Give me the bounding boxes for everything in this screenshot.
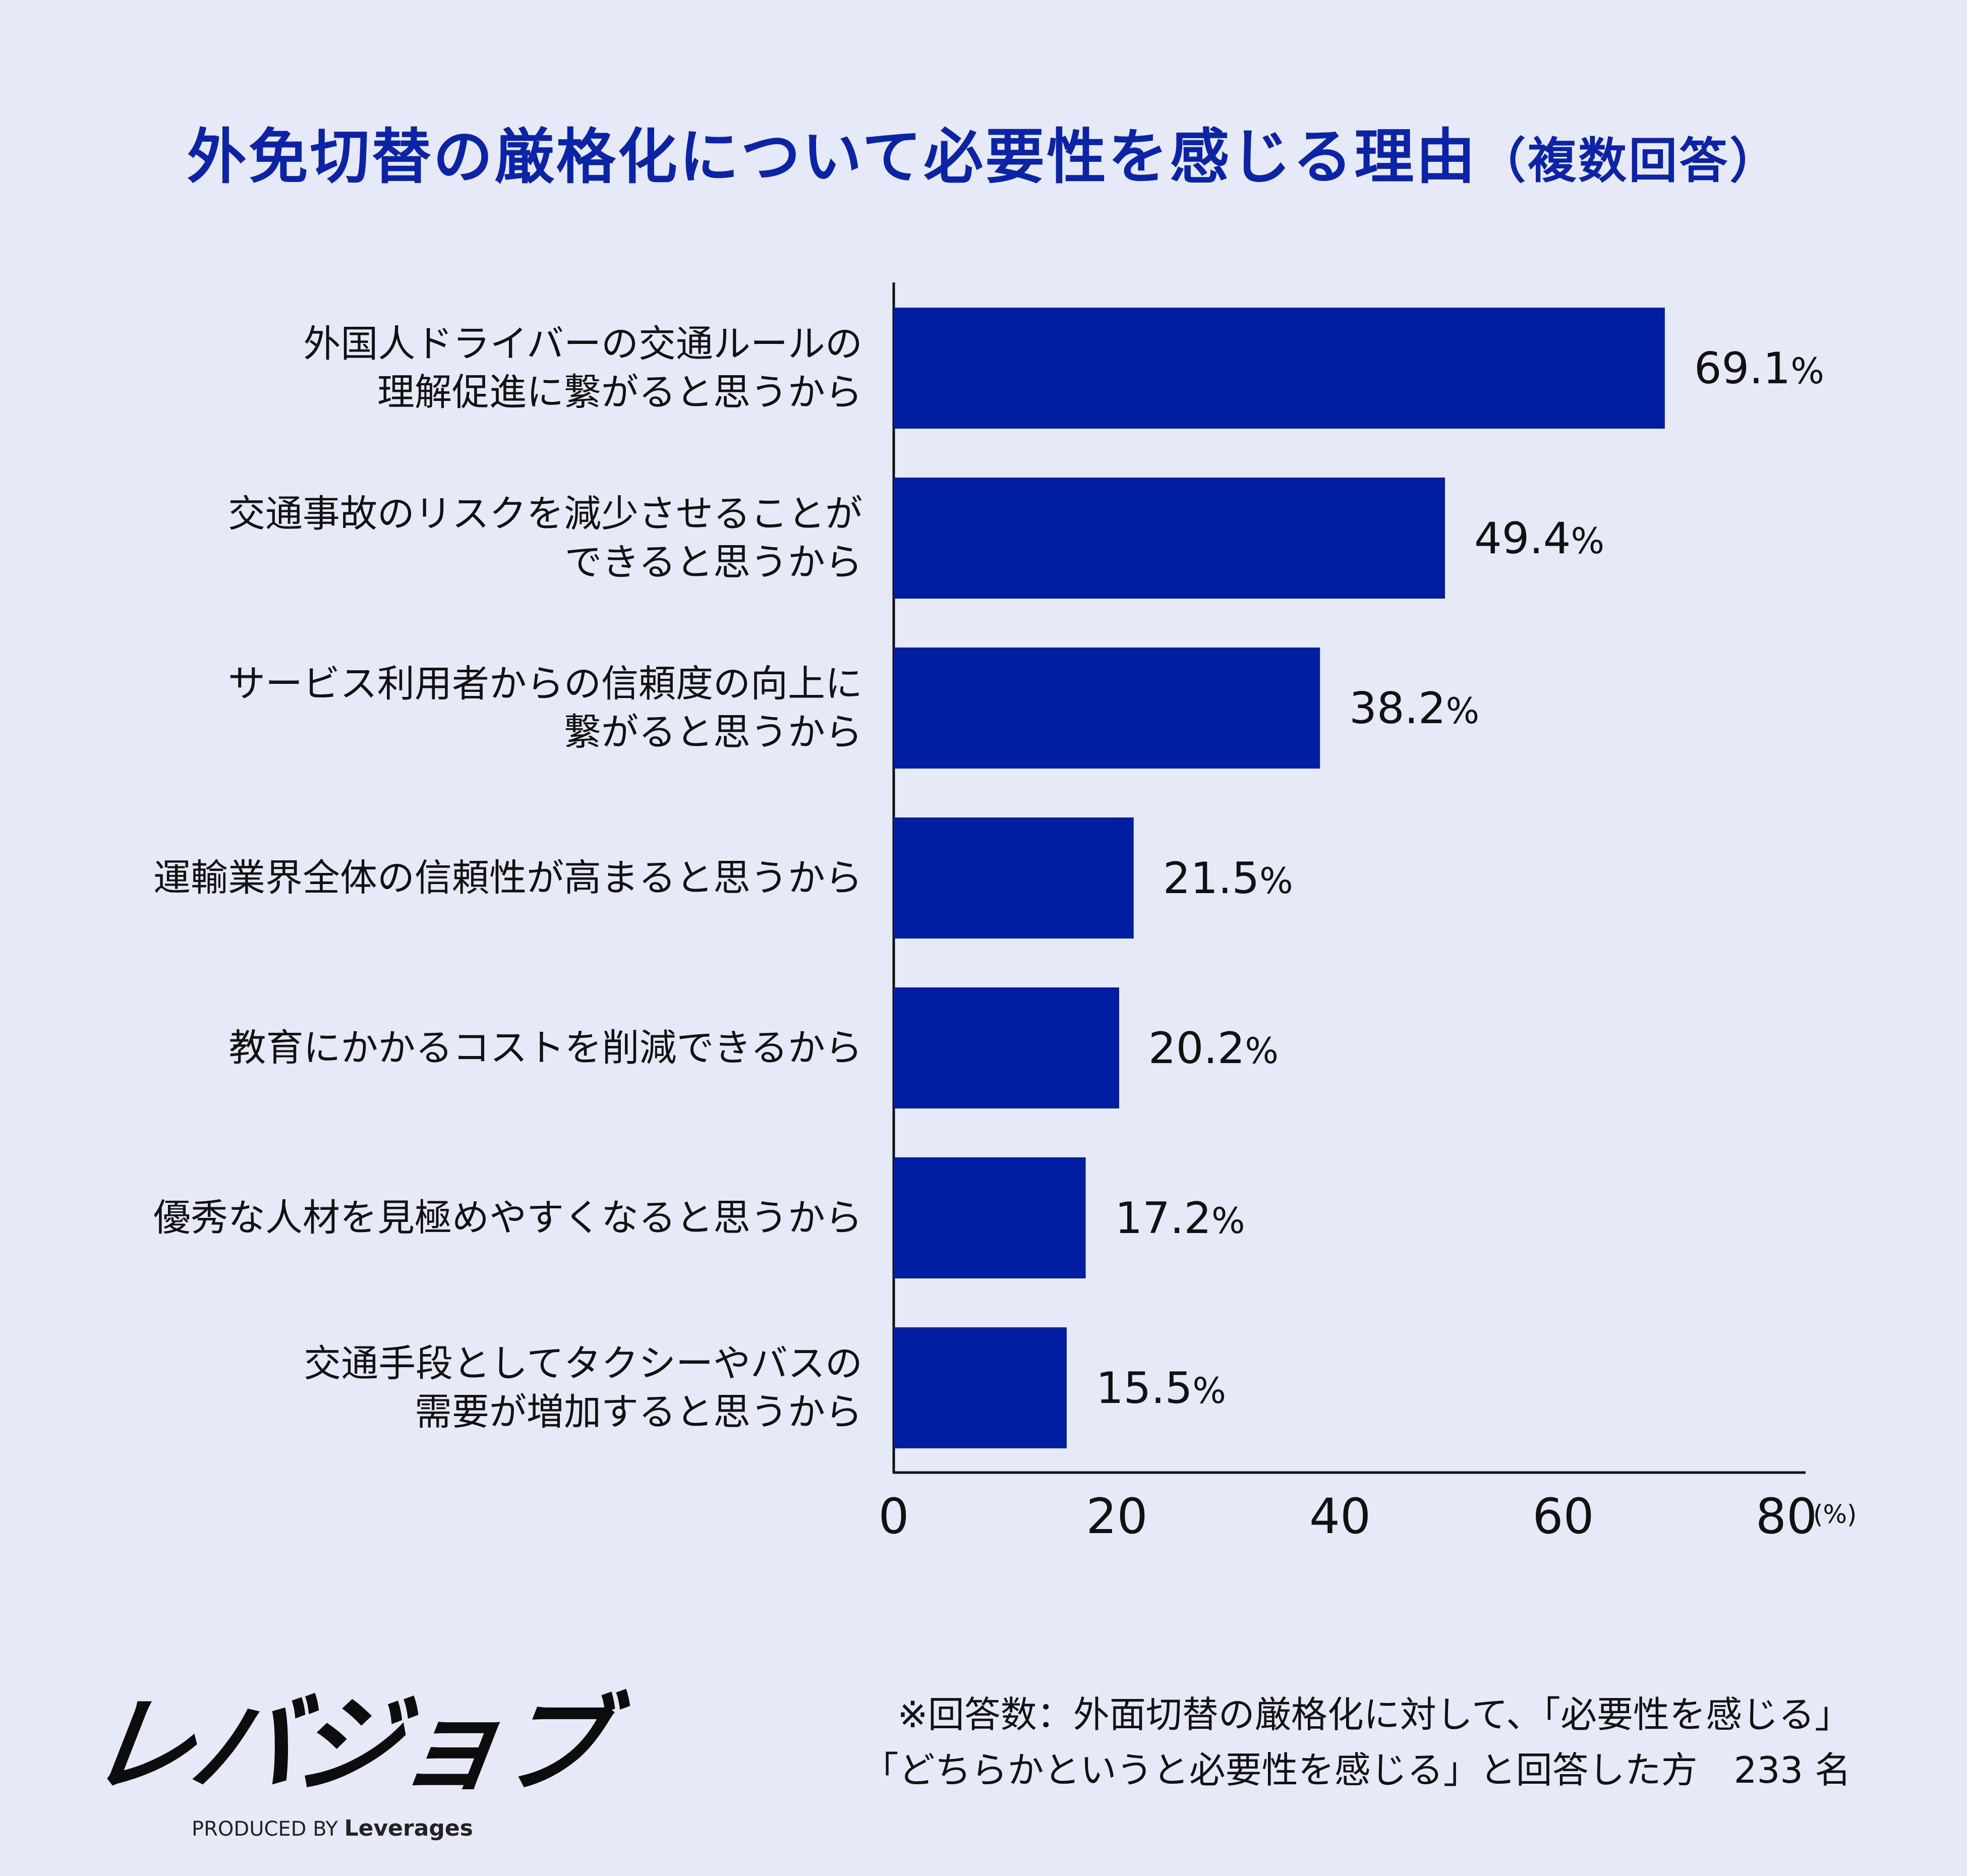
category-label: サービス利用者からの信頼度の向上に繋がると思うから — [55, 660, 862, 756]
data-label-value: 49.4 — [1474, 513, 1571, 564]
x-tick-label: 40 — [1309, 1488, 1371, 1545]
bar — [894, 987, 1119, 1108]
bar — [894, 817, 1134, 939]
category-label-line: サービス利用者からの信頼度の向上に — [228, 662, 862, 706]
bar — [894, 648, 1320, 769]
x-tick-label: 20 — [1086, 1488, 1147, 1545]
data-label-value: 17.2 — [1115, 1193, 1211, 1244]
footnote: ※回答数：外面切替の厳格化に対して、「必要性を感じる」 「どちらかというと必要性… — [862, 1687, 1851, 1798]
data-label: 21.5% — [1163, 853, 1293, 904]
data-label-value: 21.5 — [1163, 853, 1259, 904]
bar — [894, 308, 1665, 429]
data-label: 15.5% — [1096, 1363, 1226, 1414]
category-label-line: 理解促進に繋がると思うから — [377, 371, 862, 414]
category-label: 外国人ドライバーの交通ルールの理解促進に繋がると思うから — [55, 320, 862, 417]
produced-by-label: PRODUCED BY — [192, 1818, 338, 1841]
data-label-value: 20.2 — [1148, 1023, 1245, 1074]
data-label-value: 38.2 — [1349, 683, 1445, 734]
category-label-line: できると思うから — [564, 541, 862, 584]
category-label: 交通手段としてタクシーやバスの需要が増加すると思うから — [55, 1339, 862, 1436]
x-tick-label: 60 — [1532, 1488, 1594, 1545]
produced-by: PRODUCED BY Leverages — [192, 1815, 605, 1841]
data-label-unit: % — [1790, 350, 1824, 392]
category-label: 優秀な人材を見極めやすくなると思うから — [55, 1194, 862, 1242]
chart-title: 外免切替の厳格化について必要性を感じる理由（複数回答） — [0, 108, 1967, 195]
brand-name: Leverages — [344, 1815, 473, 1841]
category-label-line: 教育にかかるコストを削減できるから — [228, 1026, 862, 1070]
category-label-line: 繋がると思うから — [564, 711, 862, 754]
data-label: 20.2% — [1148, 1023, 1279, 1074]
category-label: 教育にかかるコストを削減できるから — [55, 1024, 862, 1072]
chart-title-main: 外免切替の厳格化について必要性を感じる理由 — [187, 122, 1478, 192]
category-label-line: 需要が増加すると思うから — [415, 1390, 862, 1434]
data-label-unit: % — [1192, 1370, 1226, 1412]
category-label-line: 外国人ドライバーの交通ルールの — [303, 322, 862, 366]
category-label: 交通事故のリスクを減少させることができると思うから — [55, 490, 862, 587]
data-label: 49.4% — [1474, 513, 1604, 564]
data-label-unit: % — [1211, 1200, 1245, 1242]
data-label-unit: % — [1245, 1030, 1279, 1072]
category-label-line: 優秀な人材を見極めやすくなると思うから — [153, 1196, 862, 1240]
data-label-value: 15.5 — [1096, 1363, 1192, 1414]
x-tick-label: 0 — [878, 1488, 909, 1545]
data-label-unit: % — [1259, 860, 1293, 902]
logo-text: レバジョブ — [81, 1683, 613, 1807]
category-label-line: 運輸業界全体の信頼性が高まると思うから — [153, 856, 862, 900]
footnote-line-2: 「どちらかというと必要性を感じる」と回答した方 233 名 — [862, 1749, 1851, 1791]
bar — [894, 1157, 1086, 1278]
logo: レバジョブ PRODUCED BY Leverages — [81, 1659, 612, 1841]
bar-chart: 69.1%49.4%38.2%21.5%20.2%17.2%15.5%0 20 40… — [878, 282, 1857, 1545]
data-label: 38.2% — [1349, 683, 1479, 734]
category-label-line: 交通事故のリスクを減少させることが — [228, 492, 862, 536]
x-tick-label: 80 — [1756, 1488, 1817, 1545]
data-label-unit: % — [1446, 690, 1480, 732]
chart-title-sub: （複数回答） — [1477, 133, 1780, 189]
data-label: 69.1% — [1694, 343, 1824, 394]
footnote-line-1: ※回答数：外面切替の厳格化に対して、「必要性を感じる」 — [897, 1693, 1851, 1736]
category-label-line: 交通手段としてタクシーやバスの — [304, 1342, 862, 1385]
bar — [894, 478, 1445, 599]
data-label-value: 69.1 — [1694, 343, 1790, 394]
category-label: 運輸業界全体の信頼性が高まると思うから — [55, 854, 862, 902]
x-axis-unit: (%) — [1813, 1500, 1857, 1529]
data-label-unit: % — [1571, 520, 1604, 562]
bar — [894, 1327, 1067, 1448]
data-label: 17.2% — [1115, 1193, 1245, 1244]
